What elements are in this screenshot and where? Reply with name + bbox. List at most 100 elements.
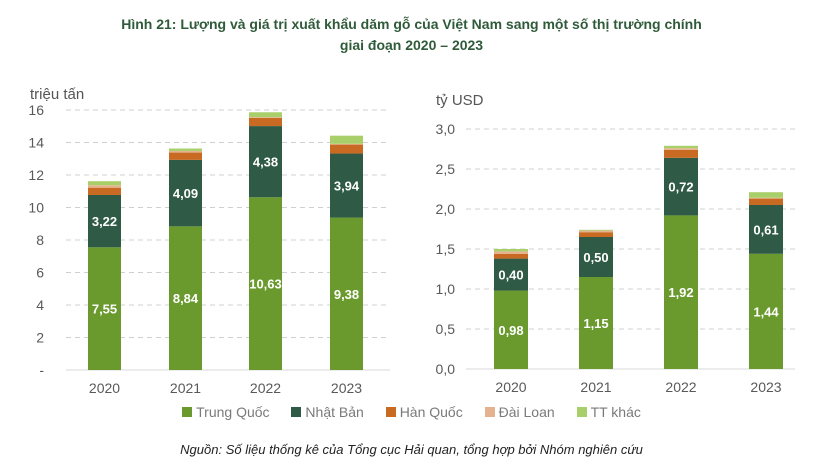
figure-title-line1: Hình 21: Lượng và giá trị xuất khẩu dăm … xyxy=(121,16,702,32)
bar-segment-đài-loan xyxy=(249,117,282,118)
y-tick-label: 4 xyxy=(36,297,44,313)
bar-segment-trung-quốc xyxy=(664,215,698,369)
bar-segment-hàn-quốc xyxy=(494,253,528,259)
x-tick-label: 2023 xyxy=(331,380,362,396)
legend-label: Đài Loan xyxy=(498,404,555,420)
bar-segment-hàn-quốc xyxy=(330,144,363,154)
bar-segment-tt-khác xyxy=(664,145,698,149)
legend-swatch xyxy=(291,407,302,417)
x-tick-label: 2023 xyxy=(750,379,781,395)
bar-segment-tt-khác xyxy=(88,181,121,186)
bar-segment-đài-loan xyxy=(664,148,698,150)
y-tick-label: 12 xyxy=(28,167,44,183)
bar-segment-trung-quốc xyxy=(88,247,121,370)
bar-segment-nhật-bản xyxy=(494,258,528,291)
data-label: 4,09 xyxy=(173,186,198,201)
data-label: 0,72 xyxy=(668,180,693,195)
y-tick-label: 6 xyxy=(36,265,44,281)
legend-label: Nhật Bản xyxy=(305,404,364,420)
y-tick-label: 2,5 xyxy=(436,161,456,177)
legend-swatch xyxy=(385,407,396,417)
bar-segment-hàn-quốc xyxy=(579,232,613,237)
data-label: 0,61 xyxy=(753,222,778,237)
bar-segment-trung-quốc xyxy=(169,226,202,370)
bar-segment-trung-quốc xyxy=(494,290,528,369)
x-tick-label: 2020 xyxy=(89,380,120,396)
bar-segment-tt-khác xyxy=(579,229,613,231)
bar-segment-nhật-bản xyxy=(579,237,613,277)
bar-segment-đài-loan xyxy=(749,197,783,199)
bar-segment-hàn-quốc xyxy=(169,152,202,160)
figure-title-line2: giai đoạn 2020 – 2023 xyxy=(339,37,484,53)
bar-segment-hàn-quốc xyxy=(88,187,121,195)
bar-segment-đài-loan xyxy=(330,143,363,145)
data-label: 10,63 xyxy=(249,277,282,292)
x-tick-label: 2022 xyxy=(665,379,696,395)
legend-swatch xyxy=(182,407,193,417)
y-tick-label: 16 xyxy=(28,102,44,118)
y-tick-label: 8 xyxy=(36,232,44,248)
y-tick-label: 3,0 xyxy=(436,121,456,137)
y-tick-label: 0,0 xyxy=(436,361,456,377)
bar-segment-trung-quốc xyxy=(749,253,783,369)
bar-segment-tt-khác xyxy=(249,112,282,118)
bar-segment-nhật-bản xyxy=(249,126,282,198)
bar-segment-tt-khác xyxy=(330,135,363,144)
legend-item-han-quoc: Hàn Quốc xyxy=(385,404,463,420)
data-label: 8,84 xyxy=(173,291,199,306)
legend-swatch xyxy=(576,407,587,417)
bar-segment-nhật-bản xyxy=(749,205,783,254)
legend-item-trung-quoc: Trung Quốc xyxy=(182,404,270,420)
bar-segment-đài-loan xyxy=(88,185,121,188)
bar-segment-trung-quốc xyxy=(579,277,613,369)
data-label: 9,38 xyxy=(334,287,359,302)
legend-label: Hàn Quốc xyxy=(399,404,463,420)
bar-segment-nhật-bản xyxy=(664,157,698,216)
legend-item-tt-khac: TT khác xyxy=(576,404,641,420)
legend-label: TT khác xyxy=(590,404,641,420)
y-tick-label: 1,0 xyxy=(436,281,456,297)
y-tick-label: 10 xyxy=(28,200,44,216)
data-label: 0,40 xyxy=(498,268,523,283)
data-label: 1,15 xyxy=(583,316,608,331)
y-tick-label: 1,5 xyxy=(436,241,456,257)
bar-segment-hàn-quốc xyxy=(749,198,783,205)
x-tick-label: 2022 xyxy=(250,380,281,396)
bar-segment-trung-quốc xyxy=(330,217,363,370)
bar-segment-tt-khác xyxy=(169,148,202,151)
data-label: 0,50 xyxy=(583,250,608,265)
bar-segment-đài-loan xyxy=(579,230,613,233)
source-note: Nguồn: Số liệu thống kê của Tổng cục Hải… xyxy=(180,442,643,457)
y-tick-label: - xyxy=(39,362,44,378)
legend-label: Trung Quốc xyxy=(196,404,270,420)
legend-swatch xyxy=(484,407,495,417)
bar-segment-tt-khác xyxy=(749,192,783,198)
y-axis-title: triệu tấn xyxy=(30,86,84,103)
y-axis-title: tỷ USD xyxy=(436,92,484,109)
data-label: 0,98 xyxy=(498,323,523,338)
legend: Trung Quốc Nhật Bản Hàn Quốc Đài Loan TT… xyxy=(0,404,823,420)
bar-segment-trung-quốc xyxy=(249,197,282,370)
bar-segment-đài-loan xyxy=(494,251,528,254)
data-label: 1,92 xyxy=(668,285,693,300)
bar-segment-nhật-bản xyxy=(169,159,202,227)
y-tick-label: 2,0 xyxy=(436,201,456,217)
y-tick-label: 0,5 xyxy=(436,321,456,337)
x-tick-label: 2021 xyxy=(170,380,201,396)
x-tick-label: 2021 xyxy=(580,379,611,395)
legend-item-dai-loan: Đài Loan xyxy=(484,404,555,420)
y-tick-label: 2 xyxy=(36,330,44,346)
bar-segment-hàn-quốc xyxy=(249,117,282,127)
bar-segment-đài-loan xyxy=(169,150,202,153)
x-tick-label: 2020 xyxy=(495,379,526,395)
bar-segment-hàn-quốc xyxy=(664,149,698,158)
data-label: 3,22 xyxy=(92,214,117,229)
bar-segment-nhật-bản xyxy=(88,194,121,248)
data-label: 3,94 xyxy=(334,179,360,194)
data-label: 1,44 xyxy=(753,304,779,319)
legend-item-nhat-ban: Nhật Bản xyxy=(291,404,364,420)
data-label: 7,55 xyxy=(92,302,117,317)
bar-segment-nhật-bản xyxy=(330,153,363,218)
data-label: 4,38 xyxy=(253,155,278,170)
